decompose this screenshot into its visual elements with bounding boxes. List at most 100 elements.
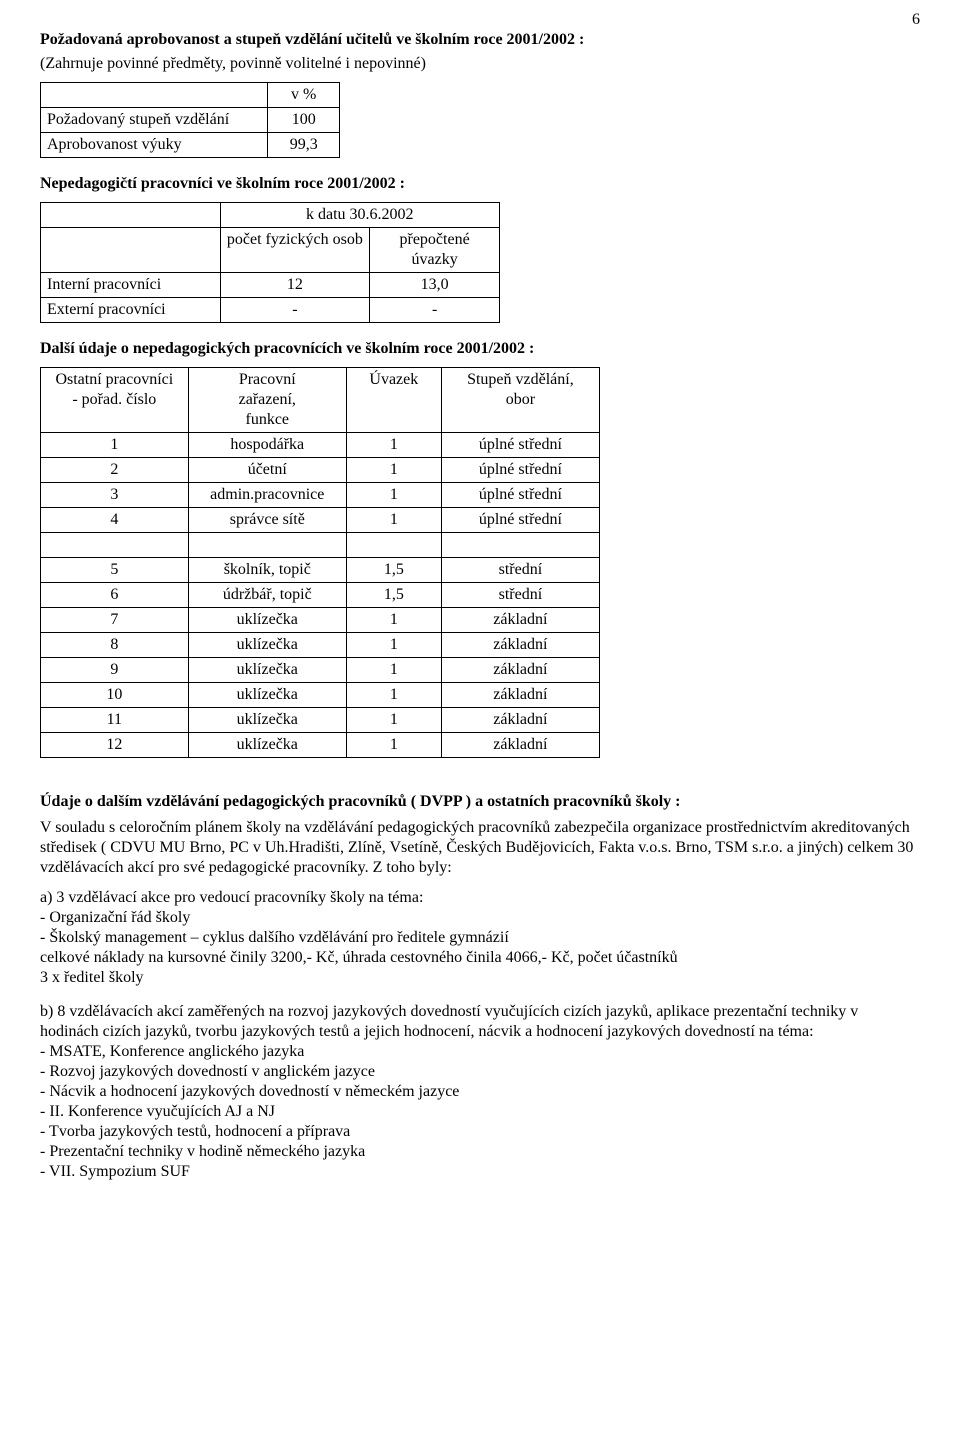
list-item: - Rozvoj jazykových dovedností v anglick… <box>40 1062 920 1082</box>
th-text: obor <box>506 391 535 408</box>
spacer <box>40 988 920 1002</box>
cell: 1 <box>346 483 441 508</box>
col-uvazky: přepočtené úvazky <box>370 228 500 273</box>
section-a-tail1: celkové náklady na kursovné činily 3200,… <box>40 948 920 968</box>
section-b-title: b) 8 vzdělávacích akcí zaměřených na roz… <box>40 1002 920 1042</box>
table-row: počet fyzických osob přepočtené úvazky <box>41 228 500 273</box>
cell-empty <box>441 533 599 558</box>
th-text: Stupeň vzdělání, <box>467 371 574 388</box>
list-item: - Tvorba jazykových testů, hodnocení a p… <box>40 1122 920 1142</box>
cell: 6 <box>41 583 189 608</box>
table-row: 1hospodářka1úplné střední <box>41 433 600 458</box>
cell: 1,5 <box>346 583 441 608</box>
table-aprobovanost: v % Požadovaný stupeň vzdělání 100 Aprob… <box>40 82 340 158</box>
cell: základní <box>441 683 599 708</box>
table-row: Externí pracovníci - - <box>41 298 500 323</box>
cell-label: Požadovaný stupeň vzdělání <box>41 108 268 133</box>
cell: 1 <box>346 508 441 533</box>
cell: základní <box>441 633 599 658</box>
cell: 10 <box>41 683 189 708</box>
table-row: v % <box>41 83 340 108</box>
cell: uklízečka <box>188 733 346 758</box>
cell-value: 100 <box>268 108 340 133</box>
list-item: - VII. Sympozium SUF <box>40 1162 920 1182</box>
table-row: Interní pracovníci 12 13,0 <box>41 273 500 298</box>
paragraph-main: V souladu s celoročním plánem školy na v… <box>40 818 920 878</box>
cell: střední <box>441 558 599 583</box>
list-item: - MSATE, Konference anglického jazyka <box>40 1042 920 1062</box>
cell: úplné střední <box>441 458 599 483</box>
table-row: 9uklízečka1základní <box>41 658 600 683</box>
heading-nepedag: Nepedagogičtí pracovníci ve školním roce… <box>40 174 920 194</box>
table-row: Aprobovanost výuky 99,3 <box>41 133 340 158</box>
cell: střední <box>441 583 599 608</box>
list-item: - II. Konference vyučujících AJ a NJ <box>40 1102 920 1122</box>
list-item: - Nácvik a hodnocení jazykových dovednos… <box>40 1082 920 1102</box>
cell: základní <box>441 708 599 733</box>
th-ostatni: Ostatní pracovníci - pořad. číslo <box>41 368 189 433</box>
cell-empty <box>41 203 221 228</box>
cell: úplné střední <box>441 433 599 458</box>
table-row: 4správce sítě1úplné střední <box>41 508 600 533</box>
th-text: Ostatní pracovníci <box>55 371 173 388</box>
table-row: 5školník, topič1,5střední <box>41 558 600 583</box>
th-text: - pořad. číslo <box>72 391 156 408</box>
cell-uv: - <box>370 298 500 323</box>
cell: uklízečka <box>188 683 346 708</box>
section-a-title: a) 3 vzdělávací akce pro vedoucí pracovn… <box>40 888 920 908</box>
cell-uv: 13,0 <box>370 273 500 298</box>
table-row: k datu 30.6.2002 <box>41 203 500 228</box>
cell-value: 99,3 <box>268 133 340 158</box>
cell-empty <box>41 228 221 273</box>
cell-label: Externí pracovníci <box>41 298 221 323</box>
cell: 1 <box>346 633 441 658</box>
cell: 8 <box>41 633 189 658</box>
cell-label: Aprobovanost výuky <box>41 133 268 158</box>
table-row: 3admin.pracovnice1úplné střední <box>41 483 600 508</box>
cell: 1,5 <box>346 558 441 583</box>
cell: uklízečka <box>188 608 346 633</box>
list-item: - Prezentační techniky v hodině německéh… <box>40 1142 920 1162</box>
table-row: 6údržbář, topič1,5střední <box>41 583 600 608</box>
heading-aprobovanost-sub: (Zahrnuje povinné předměty, povinně voli… <box>40 54 920 74</box>
cell-count: - <box>220 298 370 323</box>
cell: úplné střední <box>441 483 599 508</box>
table-row: 10uklízečka1základní <box>41 683 600 708</box>
section-a-tail2: 3 x ředitel školy <box>40 968 920 988</box>
table-row: Požadovaný stupeň vzdělání 100 <box>41 108 340 133</box>
cell-empty <box>41 83 268 108</box>
cell: admin.pracovnice <box>188 483 346 508</box>
cell: 9 <box>41 658 189 683</box>
cell: úplné střední <box>441 508 599 533</box>
table-ostatni-pracovnici: Ostatní pracovníci - pořad. číslo Pracov… <box>40 367 600 758</box>
th-text: funkce <box>245 411 289 428</box>
cell: 5 <box>41 558 189 583</box>
th-funkce: Pracovní zařazení, funkce <box>188 368 346 433</box>
heading-aprobovanost: Požadovaná aprobovanost a stupeň vzdělán… <box>40 30 920 50</box>
cell: 1 <box>346 683 441 708</box>
table-row: 8uklízečka1základní <box>41 633 600 658</box>
cell: 12 <box>41 733 189 758</box>
table-header-row: Ostatní pracovníci - pořad. číslo Pracov… <box>41 368 600 433</box>
cell-empty <box>41 533 189 558</box>
cell: 1 <box>346 708 441 733</box>
cell: uklízečka <box>188 633 346 658</box>
page-container: 6 Požadovaná aprobovanost a stupeň vzděl… <box>0 0 960 1222</box>
table-separator-row <box>41 533 600 558</box>
table-interni-externi: k datu 30.6.2002 počet fyzických osob př… <box>40 202 500 323</box>
cell: 1 <box>346 608 441 633</box>
col-date: k datu 30.6.2002 <box>220 203 499 228</box>
cell: 1 <box>346 658 441 683</box>
col-count: počet fyzických osob <box>220 228 370 273</box>
table-row: 12uklízečka1základní <box>41 733 600 758</box>
list-item: - Školský management – cyklus dalšího vz… <box>40 928 920 948</box>
cell-label: Interní pracovníci <box>41 273 221 298</box>
cell: účetní <box>188 458 346 483</box>
table-row: 2účetní1úplné střední <box>41 458 600 483</box>
cell-count: 12 <box>220 273 370 298</box>
spacer <box>40 774 920 792</box>
cell: 7 <box>41 608 189 633</box>
cell: 1 <box>41 433 189 458</box>
th-text: zařazení, <box>239 391 296 408</box>
cell: správce sítě <box>188 508 346 533</box>
